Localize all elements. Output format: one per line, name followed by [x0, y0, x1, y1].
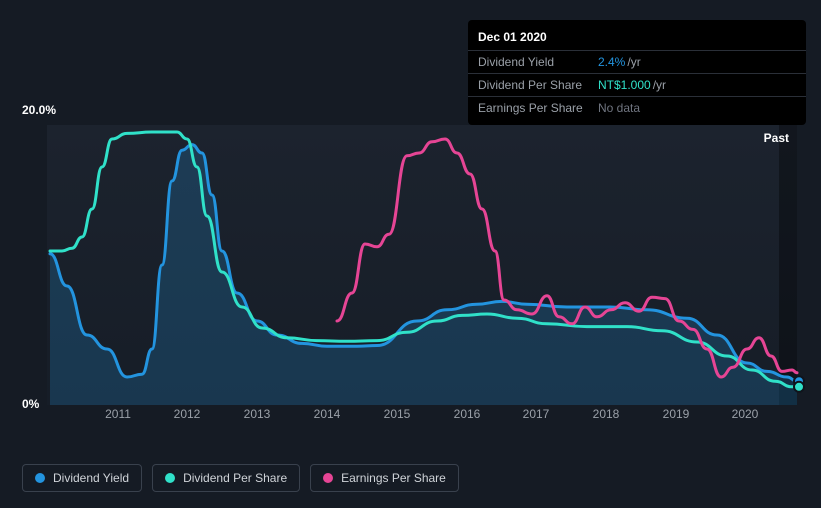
x-axis-year: 2014 — [314, 407, 341, 421]
x-axis-year: 2011 — [105, 407, 131, 421]
chart-plot-area[interactable]: Past — [47, 125, 797, 405]
y-axis-top-label: 20.0% — [22, 103, 56, 117]
x-axis-year: 2020 — [732, 407, 759, 421]
tooltip-value: 2.4% — [598, 55, 625, 69]
tooltip-unit: /yr — [627, 55, 640, 69]
tooltip-row: Dividend Per Share NT$1.000/yr — [468, 74, 806, 97]
x-axis-year: 2017 — [523, 407, 550, 421]
tooltip-value: NT$1.000 — [598, 78, 651, 92]
legend-label: Earnings Per Share — [341, 471, 446, 485]
chart-legend: Dividend Yield Dividend Per Share Earnin… — [22, 464, 459, 492]
legend-label: Dividend Yield — [53, 471, 129, 485]
legend-item-dividend-per-share[interactable]: Dividend Per Share — [152, 464, 300, 492]
legend-label: Dividend Per Share — [183, 471, 287, 485]
swatch-icon — [35, 473, 45, 483]
legend-item-earnings-per-share[interactable]: Earnings Per Share — [310, 464, 459, 492]
swatch-icon — [165, 473, 175, 483]
x-axis-year: 2012 — [174, 407, 201, 421]
chart-svg — [47, 125, 797, 405]
x-axis-year: 2016 — [454, 407, 481, 421]
tooltip-label: Dividend Yield — [478, 55, 598, 69]
tooltip-label: Dividend Per Share — [478, 78, 598, 92]
y-axis-bottom-label: 0% — [22, 397, 39, 411]
tooltip-unit: /yr — [653, 78, 666, 92]
x-axis-year: 2015 — [384, 407, 411, 421]
swatch-icon — [323, 473, 333, 483]
x-axis-year: 2013 — [244, 407, 271, 421]
x-axis-year: 2018 — [593, 407, 620, 421]
tooltip-title: Dec 01 2020 — [468, 26, 806, 51]
legend-item-dividend-yield[interactable]: Dividend Yield — [22, 464, 142, 492]
dividend-chart: 20.0% 0% Past 2011 2012 2013 2014 2015 2016 20… — [22, 105, 802, 455]
x-axis-year: 2019 — [663, 407, 690, 421]
tooltip-row: Dividend Yield 2.4%/yr — [468, 51, 806, 74]
